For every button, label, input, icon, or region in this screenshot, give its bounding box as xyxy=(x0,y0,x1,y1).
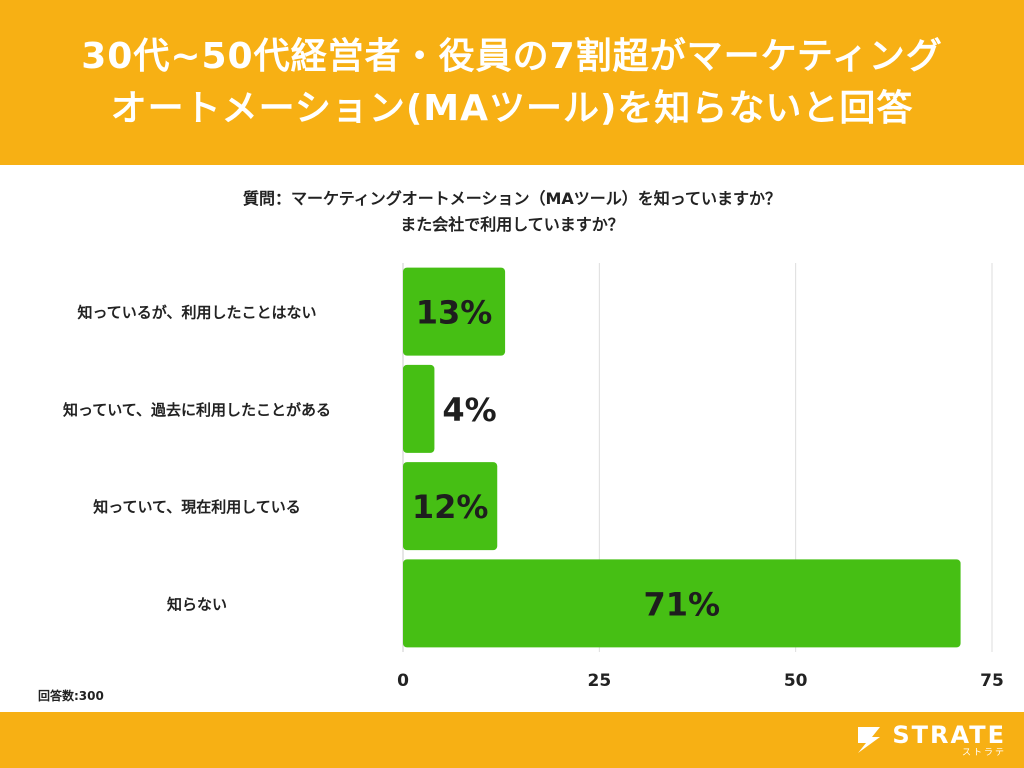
category-label: 知っていて、現在利用している xyxy=(93,498,301,516)
category-labels: 知っているが、利用したことはない知っていて、過去に利用したことがある知っていて、… xyxy=(63,304,331,614)
category-label: 知らない xyxy=(167,595,227,613)
category-label: 知っていて、過去に利用したことがある xyxy=(63,401,331,419)
question-line-2: また会社で利用していますか？ xyxy=(400,215,624,234)
chart-question: 質問：マーケティングオートメーション（MAツール）を知っていますか？ また会社で… xyxy=(0,186,1024,238)
sample-size-note: 回答数:300 xyxy=(38,689,104,703)
data-label: 12% xyxy=(412,488,489,526)
title-banner: 30代~50代経営者・役員の7割超がマーケティング オートメーション(MAツール… xyxy=(0,0,1024,165)
x-tick-label: 75 xyxy=(980,671,1004,691)
strate-logo-mark-icon xyxy=(858,727,881,753)
title-line-2: オートメーション(MAツール)を知らないと回答 xyxy=(110,87,914,129)
title-line-1: 30代~50代経営者・役員の7割超がマーケティング xyxy=(81,35,943,77)
x-tick-label: 0 xyxy=(397,671,409,691)
bar xyxy=(403,364,435,453)
data-label: 4% xyxy=(442,391,496,429)
logo-kana: ストラテ xyxy=(961,748,1006,758)
bar xyxy=(403,559,961,648)
x-tick-label: 50 xyxy=(784,671,808,691)
x-tick-label: 25 xyxy=(587,671,611,691)
strate-logo: STRATE ストラテ xyxy=(852,720,1006,760)
data-label: 71% xyxy=(643,585,720,623)
logo-name: STRATE xyxy=(892,721,1006,749)
bar-chart: 13% 4% 12% 71% 知っているが、利用したことはない知っていて、過去に利用し… xyxy=(63,263,1004,691)
footer-banner: STRATE ストラテ xyxy=(0,712,1024,768)
question-line-1: 質問：マーケティングオートメーション（MAツール）を知っていますか？ xyxy=(243,189,781,208)
bar xyxy=(403,462,498,551)
x-axis-ticks: 0 25 50 75 xyxy=(397,671,1004,691)
category-label: 知っているが、利用したことはない xyxy=(78,304,317,322)
bar xyxy=(403,267,506,356)
data-label: 13% xyxy=(416,294,493,332)
bars: 13% 4% 12% 71% xyxy=(403,267,961,648)
